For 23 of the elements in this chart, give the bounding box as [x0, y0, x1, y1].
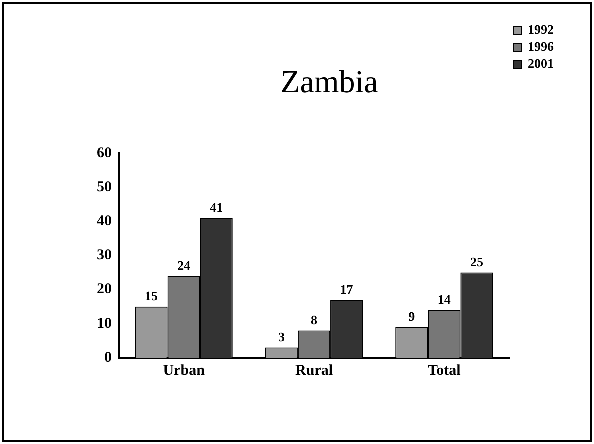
data-label: 17: [340, 282, 354, 297]
data-label: 9: [408, 309, 416, 324]
data-label: 15: [145, 288, 159, 304]
legend-label: 1992: [528, 22, 554, 37]
y-tick-label: 10: [97, 316, 112, 332]
x-tick-label: Total: [428, 362, 461, 379]
x-tick-label: Rural: [296, 362, 333, 379]
y-tick-label: 60: [97, 145, 112, 162]
chart-title: Zambia: [280, 64, 378, 100]
y-tick-label: 50: [97, 179, 112, 196]
y-tick-label: 30: [97, 248, 112, 264]
data-label: 25: [470, 254, 484, 270]
data-label: 3: [278, 330, 286, 345]
data-label: 41: [210, 200, 224, 216]
data-label: 8: [311, 312, 318, 328]
legend-label: 1996: [528, 38, 554, 54]
y-tick-label: 0: [104, 350, 112, 366]
x-tick-label: Urban: [163, 362, 206, 379]
data-label: 24: [178, 258, 192, 274]
data-label: 14: [438, 292, 452, 308]
y-tick-label: 40: [97, 213, 112, 230]
y-tick-label: 20: [97, 282, 112, 298]
legend-label: 2001: [528, 56, 554, 71]
